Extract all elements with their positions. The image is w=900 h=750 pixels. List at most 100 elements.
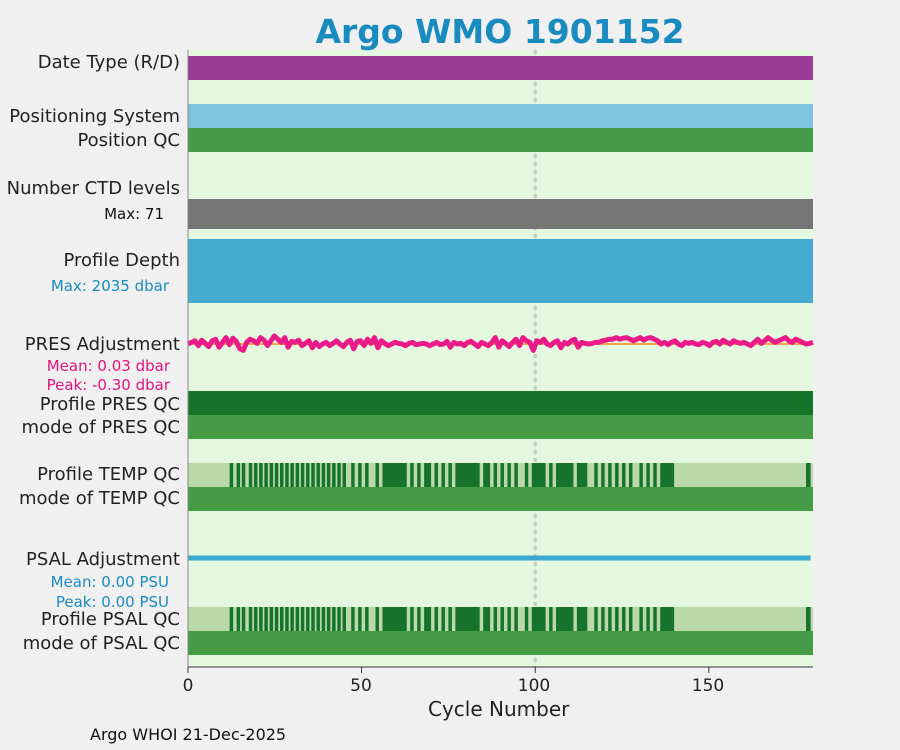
profile-temp-qc-segment: [351, 463, 355, 487]
label-mode-temp-qc: mode of TEMP QC: [18, 488, 180, 509]
label-profile-temp-qc: Profile TEMP QC: [37, 464, 180, 485]
profile-temp-qc-segment: [441, 463, 445, 487]
profile-psal-qc-segment: [321, 607, 326, 631]
profile-psal-qc-segment: [306, 607, 310, 631]
profile-temp-qc-segment: [274, 463, 279, 487]
profile-temp-qc-segment: [365, 463, 369, 487]
label-date-type: Date Type (R/D): [37, 52, 180, 73]
footer-text: Argo WHOI 21-Dec-2025: [90, 725, 287, 744]
positioning-system-bar: [188, 104, 813, 128]
profile-temp-qc-segment: [628, 463, 633, 487]
x-tick-label: 50: [350, 676, 372, 696]
profile-psal-qc-segment: [264, 607, 268, 631]
profile-temp-qc-segment: [321, 463, 326, 487]
profile-psal-qc-segment: [311, 607, 315, 631]
x-tick-label: 0: [182, 676, 194, 696]
profile-psal-qc-segment: [365, 607, 369, 631]
profile-psal-qc-segment: [660, 607, 675, 631]
profile-psal-qc-segment: [448, 607, 452, 631]
depth-max-text: Max: 2035 dbar: [50, 277, 169, 295]
profile-temp-qc-segment: [358, 463, 362, 487]
profile-psal-qc-segment: [351, 607, 355, 631]
profile-temp-qc-segment: [311, 463, 315, 487]
profile-psal-qc-segment: [576, 607, 588, 631]
profile-temp-qc-segment: [594, 463, 598, 487]
profile-temp-qc-segment: [248, 463, 253, 487]
label-psal-adjustment: PSAL Adjustment: [25, 549, 180, 570]
profile-psal-qc-segment: [316, 607, 320, 631]
profile-temp-qc-segment: [493, 463, 498, 487]
profile-psal-qc-segment: [269, 607, 274, 631]
mode-pres-qc-bar: [188, 415, 813, 439]
profile-temp-qc-segment: [549, 463, 553, 487]
profile-psal-qc-segment: [382, 607, 407, 631]
profile-temp-qc-segment: [483, 463, 491, 487]
profile-depth-bar: [188, 239, 813, 303]
label-mode-pres-qc: mode of PRES QC: [21, 417, 180, 438]
profile-temp-qc-segment: [646, 463, 650, 487]
label-mode-psal-qc: mode of PSAL QC: [22, 633, 180, 654]
profile-psal-qc-segment: [524, 607, 529, 631]
profile-psal-qc-segment: [342, 607, 346, 631]
profile-temp-qc-segment: [608, 463, 612, 487]
pres-peak-text: Peak: -0.30 dbar: [46, 376, 170, 394]
profile-psal-qc-segment: [615, 607, 619, 631]
profile-psal-qc-segment: [358, 607, 362, 631]
profile-temp-qc-segment: [295, 463, 300, 487]
profile-psal-qc-segment: [441, 607, 445, 631]
profile-psal-qc-segment: [594, 607, 598, 631]
profile-temp-qc-segment: [660, 463, 675, 487]
pres-mean-text: Mean: 0.03 dbar: [46, 357, 170, 375]
psal-peak-text: Peak: 0.00 PSU: [55, 593, 169, 611]
label-ctd-levels: Number CTD levels: [6, 178, 180, 199]
profile-psal-qc-segment: [806, 607, 811, 631]
profile-psal-qc-segment: [259, 607, 263, 631]
profile-psal-qc-segment: [274, 607, 279, 631]
psal-mean-text: Mean: 0.00 PSU: [50, 573, 169, 591]
profile-psal-qc-segment: [285, 607, 289, 631]
profile-temp-qc-segment: [229, 463, 234, 487]
profile-psal-qc-segment: [483, 607, 491, 631]
profile-psal-qc-segment: [280, 607, 284, 631]
profile-psal-qc-segment: [253, 607, 258, 631]
profile-psal-qc-segment: [410, 607, 414, 631]
profile-psal-qc-segment: [556, 607, 574, 631]
profile-temp-qc-segment: [382, 463, 407, 487]
profile-temp-qc-segment: [524, 463, 529, 487]
label-position-qc: Position QC: [77, 130, 180, 151]
profile-psal-qc-segment: [424, 607, 432, 631]
label-positioning-system: Positioning System: [9, 106, 180, 127]
profile-psal-qc-segment: [493, 607, 498, 631]
ctd-max-text: Max: 71: [104, 205, 164, 223]
profile-temp-qc-segment: [300, 463, 305, 487]
profile-temp-qc-segment: [264, 463, 268, 487]
profile-psal-qc-segment: [608, 607, 612, 631]
mode-temp-qc-bar: [188, 487, 813, 511]
x-tick-label: 150: [691, 676, 725, 696]
profile-temp-qc-segment: [434, 463, 438, 487]
label-profile-pres-qc: Profile PRES QC: [39, 394, 180, 415]
profile-temp-qc-segment: [280, 463, 284, 487]
profile-psal-qc-segment: [332, 607, 336, 631]
profile-psal-qc-segment: [248, 607, 253, 631]
profile-psal-qc-segment: [500, 607, 504, 631]
profile-psal-qc-segment: [241, 607, 246, 631]
profile-temp-qc-segment: [448, 463, 452, 487]
profile-psal-qc-segment: [639, 607, 643, 631]
position-qc-bar: [188, 128, 813, 152]
profile-temp-qc-segment: [259, 463, 263, 487]
profile-temp-qc-segment: [410, 463, 414, 487]
profile-temp-qc-segment: [514, 463, 518, 487]
profile-psal-qc-segment: [455, 607, 480, 631]
profile-psal-qc-segment: [236, 607, 241, 631]
plot-background: [188, 50, 813, 667]
profile-temp-qc-segment: [417, 463, 421, 487]
profile-pres-qc-bar: [188, 391, 813, 415]
profile-psal-qc-segment: [628, 607, 633, 631]
profile-temp-qc-segment: [622, 463, 626, 487]
ctd-levels-bar: [188, 199, 813, 229]
label-profile-depth: Profile Depth: [63, 250, 180, 271]
profile-temp-qc-segment: [531, 463, 546, 487]
profile-temp-qc-segment: [290, 463, 294, 487]
profile-psal-qc-segment: [622, 607, 626, 631]
